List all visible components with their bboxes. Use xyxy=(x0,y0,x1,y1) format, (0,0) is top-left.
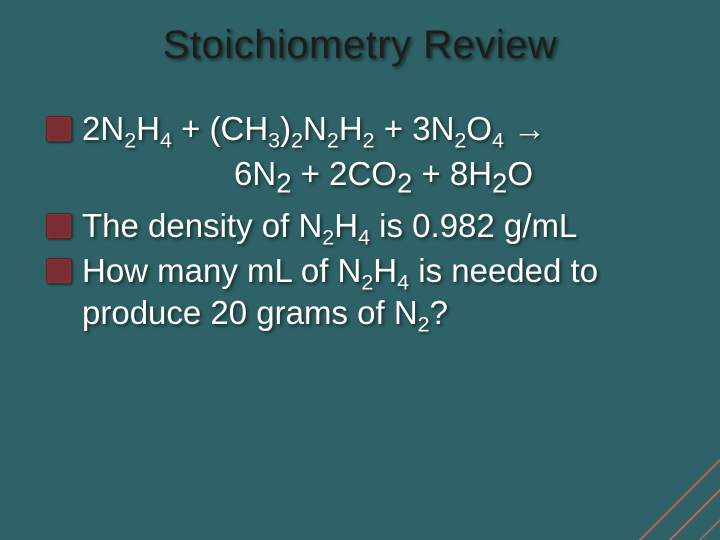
bullet-item: 2N2H4 + (CH3)2N2H2 + 3N2O4 → xyxy=(46,108,684,149)
bullet-item: How many mL of N2H4 is needed to produce… xyxy=(46,250,684,333)
bullet-text: How many mL of N2H4 is needed to produce… xyxy=(82,250,684,333)
square-bullet-icon xyxy=(46,258,72,284)
square-bullet-icon xyxy=(46,213,72,239)
bullet-text-continuation: 6N2 + 2CO2 + 8H2O xyxy=(82,153,684,201)
slide-title: Stoichiometry Review xyxy=(36,22,684,68)
slide-body: 2N2H4 + (CH3)2N2H2 + 3N2O4 → 6N2 + 2CO2 … xyxy=(36,108,684,333)
corner-accent-icon xyxy=(600,420,720,540)
square-bullet-icon xyxy=(46,116,72,142)
bullet-text: The density of N2H4 is 0.982 g/mL xyxy=(82,205,684,246)
bullet-item: The density of N2H4 is 0.982 g/mL xyxy=(46,205,684,246)
bullet-text: 2N2H4 + (CH3)2N2H2 + 3N2O4 → xyxy=(82,108,684,149)
slide: Stoichiometry Review 2N2H4 + (CH3)2N2H2 … xyxy=(0,0,720,540)
